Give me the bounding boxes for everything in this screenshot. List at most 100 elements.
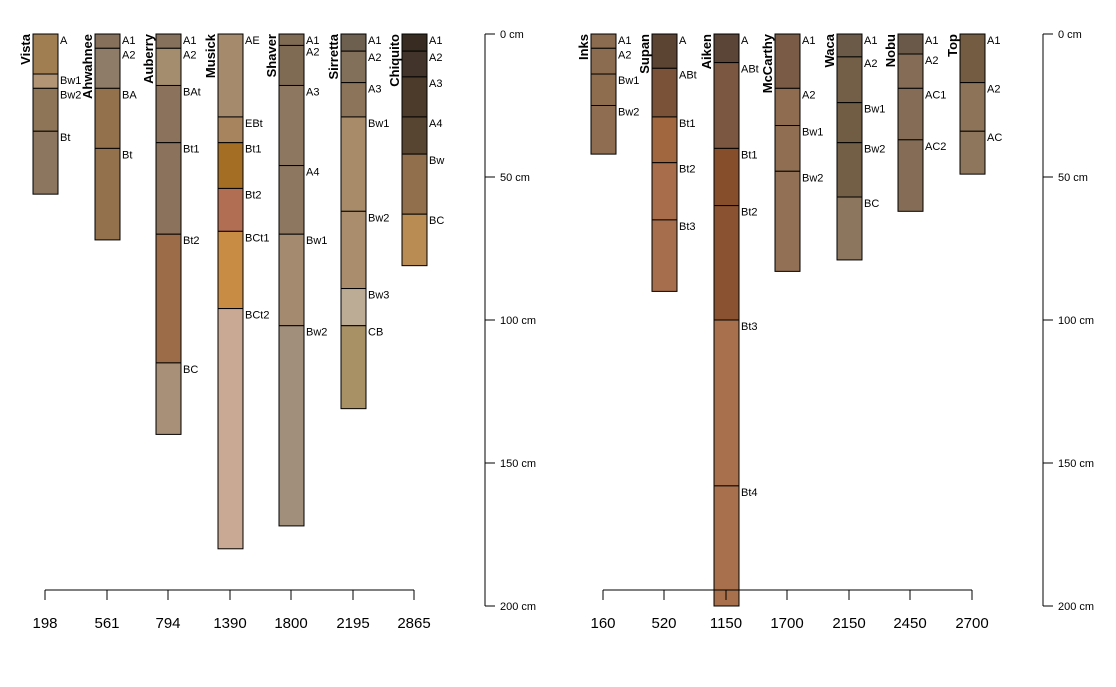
horizon-label: BCt2 [245, 310, 269, 322]
horizon-label: BA [122, 89, 137, 101]
horizon-a1 [401, 33, 428, 52]
horizon-label: Bw1 [60, 75, 81, 87]
horizon-a1 [590, 33, 617, 49]
horizon-bt3 [713, 319, 740, 487]
horizon-a1 [959, 33, 986, 84]
horizon-a1 [340, 33, 367, 52]
profile-name-label: Aiken [699, 34, 714, 69]
horizon-label: A1 [864, 35, 877, 47]
horizon-a [32, 33, 59, 75]
horizon-label: Bt1 [741, 149, 758, 161]
horizon-a [713, 33, 740, 64]
horizon-label: A2 [987, 84, 1000, 96]
horizon-label: Bw1 [802, 127, 823, 139]
horizon-bt2 [713, 205, 740, 321]
profile-name-label: Supan [637, 34, 652, 74]
horizon-label: A3 [306, 86, 319, 98]
x-tick-label: 2700 [955, 615, 988, 632]
horizon-a [651, 33, 678, 69]
horizon-ebt [217, 116, 244, 144]
horizon-label: Bw1 [864, 104, 885, 116]
horizon-bw1 [340, 116, 367, 212]
horizon-label: A1 [368, 35, 381, 47]
horizon-label: A2 [618, 49, 631, 61]
x-tick-label: 1800 [274, 615, 307, 632]
horizon-ac1 [897, 87, 924, 141]
horizon-label: A [741, 35, 749, 47]
horizon-label: AC1 [925, 89, 946, 101]
depth-tick-label: 50 cm [1058, 172, 1088, 184]
horizon-a1 [774, 33, 801, 89]
horizon-ae [217, 33, 244, 118]
soil-profile-vista: A Bw1 Bw2 Bt Vista [18, 33, 81, 195]
horizon-label: A2 [122, 49, 135, 61]
horizon-label: A3 [429, 78, 442, 90]
horizon-bat [155, 84, 182, 144]
horizon-abt [713, 62, 740, 149]
depth-axis: 0 cm 50 cm 100 cm 150 cm 200 cm [1042, 29, 1094, 613]
profile-name-label: Top [945, 34, 960, 57]
horizon-label: Bw2 [306, 327, 327, 339]
horizon-label: AC2 [925, 141, 946, 153]
horizon-bw2 [278, 325, 305, 527]
horizon-label: A1 [429, 35, 442, 47]
profile-name-label: Inks [576, 34, 591, 60]
horizon-bct2 [217, 308, 244, 550]
horizon-label: Bw2 [60, 89, 81, 101]
x-tick-label: 794 [155, 615, 180, 632]
horizon-label: A1 [306, 35, 319, 47]
horizon-label: A1 [802, 35, 815, 47]
horizon-label: Bw2 [864, 144, 885, 156]
horizon-a1 [155, 33, 182, 49]
horizon-a2 [897, 53, 924, 89]
x-tick-label: 1390 [213, 615, 246, 632]
horizon-bc [836, 196, 863, 261]
horizon-a1 [94, 33, 121, 49]
horizon-label: Bw1 [368, 118, 389, 130]
horizon-a4 [278, 165, 305, 235]
profile-name-label: Ahwahnee [80, 34, 95, 99]
x-axis: 160 520 1150 1700 2150 2450 2700 [590, 589, 989, 632]
x-tick-label: 1150 [710, 615, 742, 632]
horizon-label: Bt2 [245, 189, 262, 201]
horizon-bw1 [774, 125, 801, 172]
depth-tick-label: 0 cm [1058, 29, 1082, 41]
horizon-bw [401, 153, 428, 215]
horizon-label: A2 [925, 55, 938, 67]
depth-tick-label: 150 cm [1058, 458, 1094, 470]
depth-tick-label: 0 cm [500, 29, 524, 41]
horizon-label: Bw2 [368, 212, 389, 224]
horizon-a2 [836, 56, 863, 104]
soil-profile-musick: AE EBt Bt1 Bt2 BCt1 BCt2 Musick [203, 33, 269, 550]
horizon-bw1 [590, 73, 617, 106]
horizon-ac [959, 130, 986, 175]
horizon-label: A1 [987, 35, 1000, 47]
horizon-bt2 [651, 162, 678, 221]
horizon-bt2 [217, 187, 244, 232]
horizon-a2 [340, 50, 367, 84]
horizon-label: A2 [429, 52, 442, 64]
horizon-a1 [278, 33, 305, 46]
depth-tick-label: 50 cm [500, 172, 530, 184]
horizon-label: BC [429, 215, 444, 227]
horizon-label: Bt1 [679, 118, 696, 130]
horizon-label: BCt1 [245, 232, 269, 244]
horizon-label: A1 [618, 35, 631, 47]
right-panel: A1 A2 Bw1 Bw2 Inks A ABt Bt1 Bt2 Bt3 Supan A ABt Bt1 B… [576, 29, 1094, 632]
horizon-a3 [401, 76, 428, 118]
horizon-label: A2 [802, 89, 815, 101]
horizon-bw2 [774, 170, 801, 272]
horizon-a1 [836, 33, 863, 58]
horizon-a2 [94, 47, 121, 89]
horizon-bt [94, 147, 121, 241]
horizon-label: AE [245, 35, 260, 47]
horizon-a1 [897, 33, 924, 55]
horizon-label: CB [368, 327, 383, 339]
horizon-label: Bt2 [183, 235, 200, 247]
horizon-label: Bt3 [741, 321, 758, 333]
x-tick-label: 2450 [893, 615, 926, 632]
soil-profile-chiquito: A1 A2 A3 A4 Bw BC Chiquito [387, 33, 444, 267]
horizon-label: Bt1 [183, 144, 200, 156]
